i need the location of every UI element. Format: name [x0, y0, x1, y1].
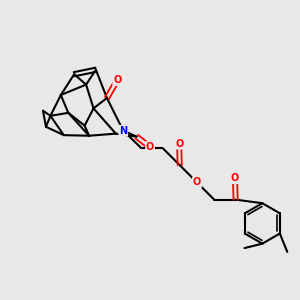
Text: O: O — [193, 177, 201, 188]
Text: O: O — [113, 75, 122, 85]
Text: N: N — [119, 126, 127, 136]
Text: O: O — [146, 142, 154, 152]
Text: O: O — [175, 139, 183, 149]
Text: O: O — [231, 173, 239, 183]
